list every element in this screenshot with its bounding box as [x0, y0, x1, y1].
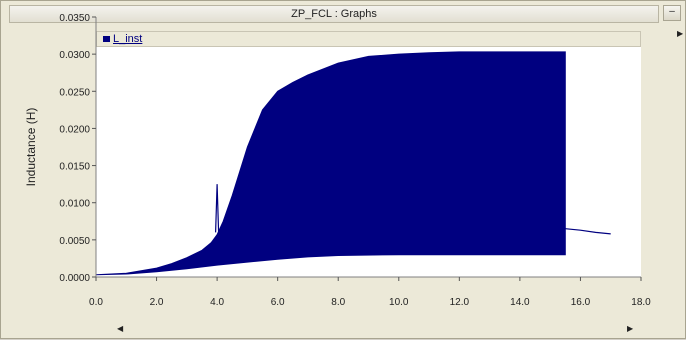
x-tick-label: 0.0 — [89, 297, 103, 308]
y-tick-label: 0.0300 — [59, 50, 90, 61]
scroll-right-icon[interactable]: ▶ — [627, 324, 634, 333]
y-tick-label: 0.0250 — [59, 87, 90, 98]
x-tick-label: 10.0 — [389, 297, 409, 308]
series-l-inst-tail — [565, 228, 611, 235]
right-arrow-icon[interactable]: ▶ — [677, 29, 684, 38]
x-tick-label: 16.0 — [571, 297, 591, 308]
x-tick-label: 18.0 — [631, 297, 651, 308]
minimize-icon: – — [669, 6, 675, 17]
series-l-inst-spike — [215, 184, 220, 233]
y-tick-label: 0.0350 — [59, 13, 90, 24]
x-tick-label: 12.0 — [450, 297, 470, 308]
x-tick-label: 8.0 — [331, 297, 345, 308]
y-axis-label: Inductance (H) — [24, 108, 38, 187]
series-l-inst-band — [95, 51, 566, 276]
x-tick-label: 2.0 — [150, 297, 164, 308]
y-tick-label: 0.0050 — [59, 236, 90, 247]
y-tick-label: 0.0000 — [59, 273, 90, 284]
y-tick-label: 0.0100 — [59, 199, 90, 210]
legend-swatch — [103, 36, 110, 42]
horizontal-scrollbar[interactable]: ◀ ▶ — [105, 323, 643, 335]
x-tick-label: 14.0 — [510, 297, 530, 308]
scroll-left-icon[interactable]: ◀ — [117, 324, 124, 333]
y-tick-label: 0.0200 — [59, 124, 90, 135]
window-title: ZP_FCL : Graphs — [9, 5, 659, 23]
minimize-button[interactable]: – — [663, 5, 681, 21]
x-tick-label: 4.0 — [210, 297, 224, 308]
x-tick-label: 6.0 — [271, 297, 285, 308]
legend-entry-l-inst[interactable]: L_inst — [113, 33, 143, 45]
y-tick-label: 0.0150 — [59, 162, 90, 173]
